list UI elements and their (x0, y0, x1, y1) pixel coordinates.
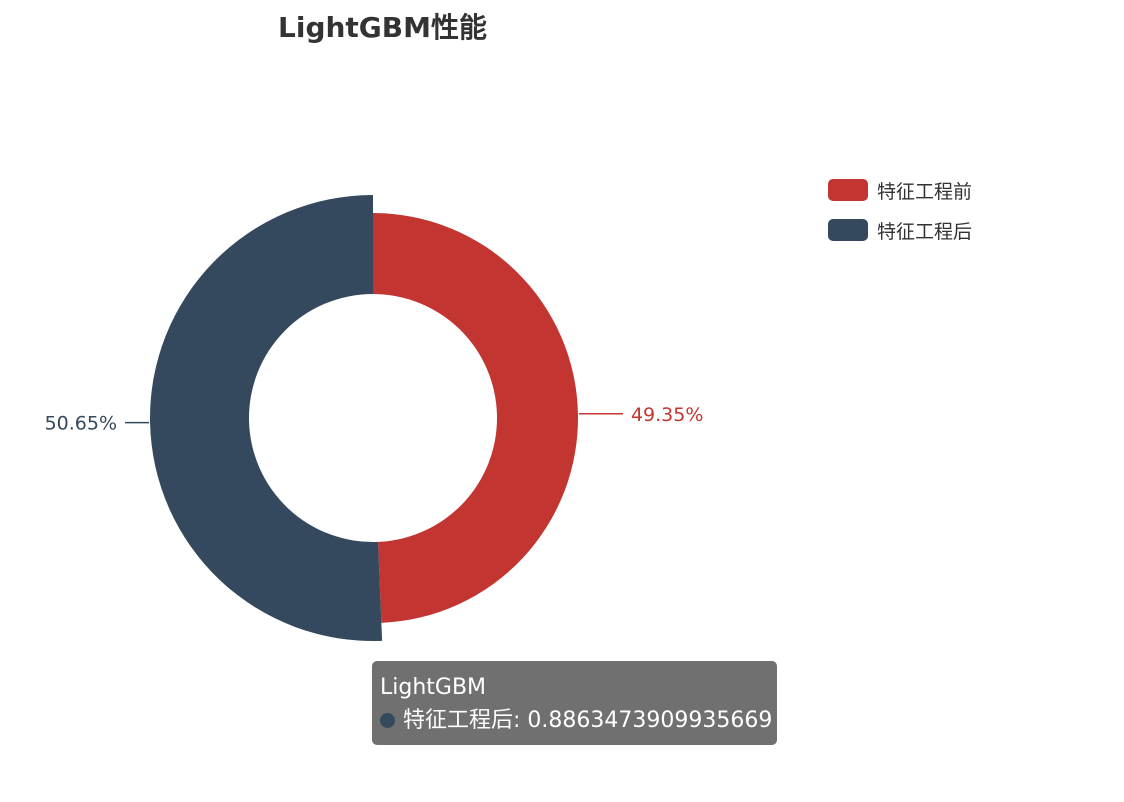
legend-label-before: 特征工程前 (877, 180, 973, 203)
pie-slice-2[interactable] (150, 195, 383, 641)
tooltip-value: 0.8863473909935669 (527, 708, 773, 733)
tooltip-title: LightGBM (380, 675, 487, 700)
legend-item-before[interactable]: 特征工程前 (828, 176, 972, 204)
slice-label-2: 50.65% (45, 413, 117, 435)
chart-title: LightGBM性能 (278, 11, 487, 44)
tooltip-series-dot (380, 713, 395, 728)
legend: 特征工程前 特征工程后 (828, 176, 972, 256)
legend-swatch-after (828, 219, 868, 241)
tooltip-separator: : (513, 708, 528, 733)
pie-slice-1[interactable] (373, 213, 578, 623)
legend-label-after: 特征工程后 (877, 220, 973, 243)
tooltip-series-name: 特征工程后 (403, 708, 514, 733)
legend-swatch-before (828, 179, 868, 201)
legend-item-after[interactable]: 特征工程后 (828, 216, 972, 244)
tooltip: LightGBM 特征工程后: 0.8863473909935669 (372, 661, 777, 745)
tooltip-row: 特征工程后: 0.8863473909935669 (380, 704, 773, 737)
slice-label-1: 49.35% (631, 404, 703, 426)
